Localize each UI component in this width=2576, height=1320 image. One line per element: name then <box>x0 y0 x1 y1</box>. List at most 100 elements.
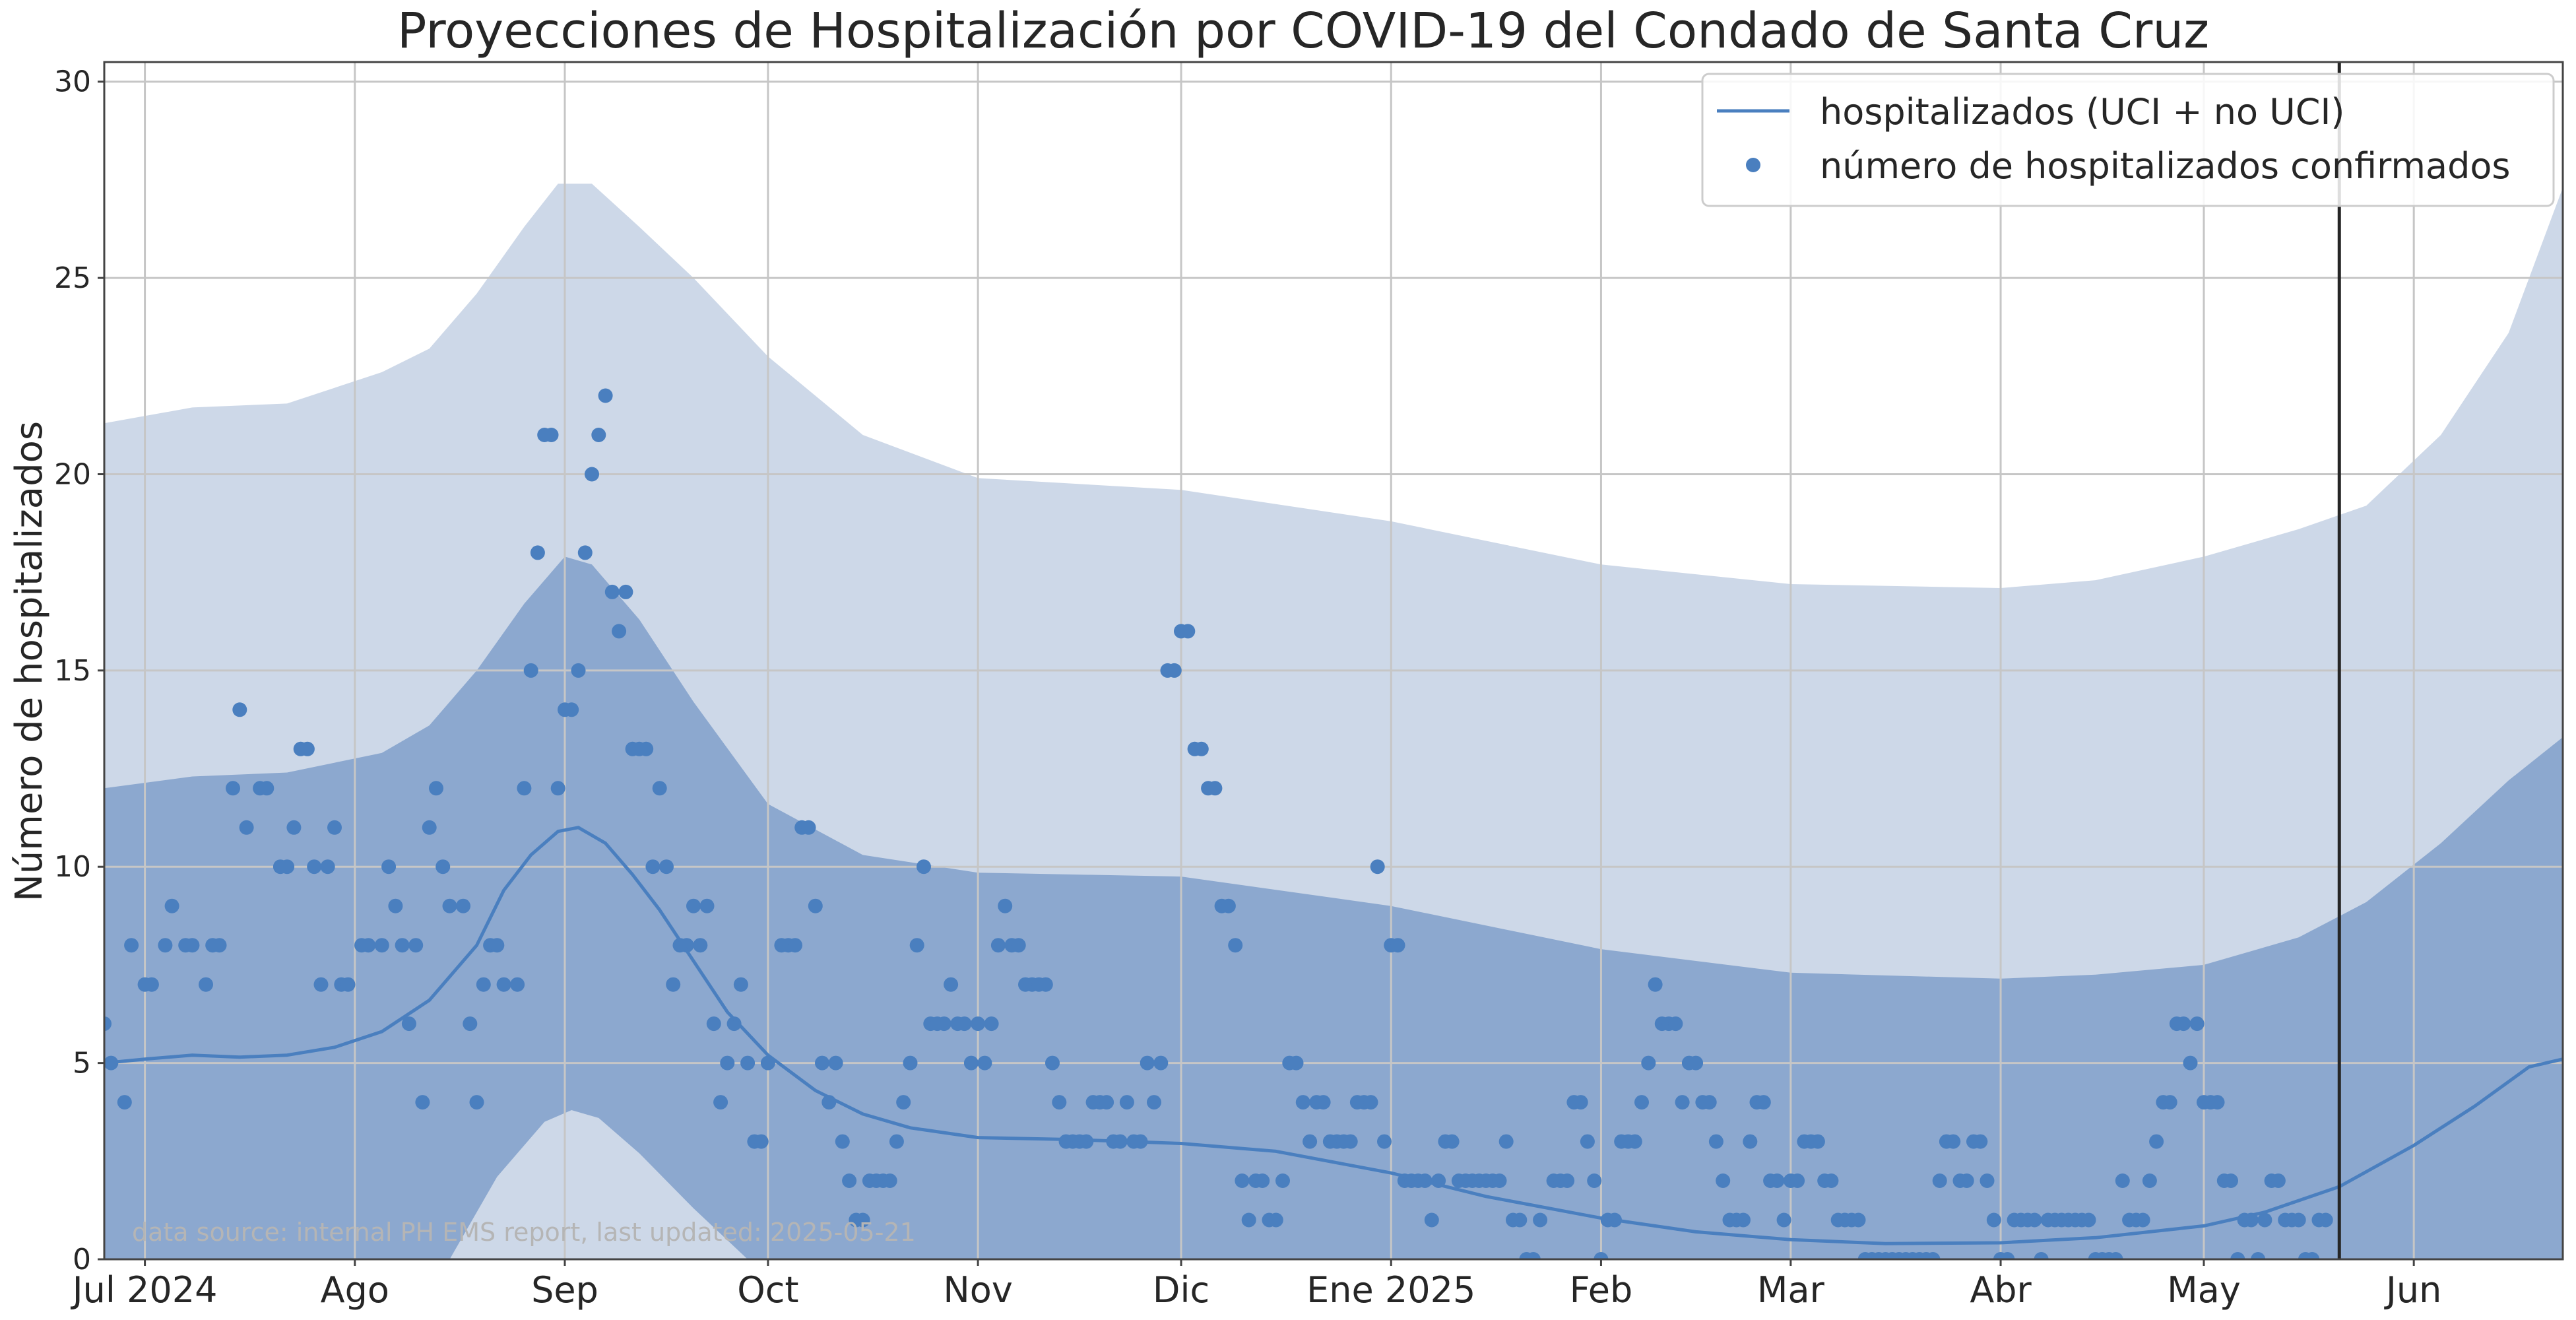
confirmed-data-point <box>239 820 254 835</box>
confirmed-data-point <box>185 938 200 953</box>
confirmed-data-point <box>2081 1212 2096 1228</box>
plot-clip-group <box>104 62 2563 1259</box>
confirmed-data-point <box>963 1055 979 1071</box>
confirmed-data-point <box>571 663 586 678</box>
confirmed-data-point <box>1946 1134 1961 1149</box>
confirmed-data-point <box>1648 977 1663 992</box>
confirmed-data-point <box>388 898 403 913</box>
confirmed-data-point <box>104 1016 112 1032</box>
confirmed-data-point <box>164 898 179 913</box>
confirmed-data-point <box>2257 1212 2272 1228</box>
confirmed-data-point <box>456 898 470 913</box>
confirmed-data-point <box>1241 1212 1256 1228</box>
confirmed-data-point <box>1180 624 1196 639</box>
confirmed-data-point <box>2176 1016 2191 1032</box>
confirmed-data-point <box>374 938 389 953</box>
confirmed-data-point <box>699 898 715 913</box>
confirmed-data-point <box>652 781 667 796</box>
confirmed-data-point <box>1716 1173 1731 1188</box>
confirmed-data-point <box>1316 1095 1331 1110</box>
confirmed-data-point <box>401 1016 416 1032</box>
confirmed-data-point <box>1228 938 1243 953</box>
confirmed-data-point <box>577 545 593 560</box>
x-tick-label: Sep <box>531 1269 598 1311</box>
confirmed-data-point <box>1641 1055 1656 1071</box>
confirmed-data-point <box>1627 1134 1642 1149</box>
x-tick-label: Jul 2024 <box>71 1269 218 1311</box>
confirmed-data-point <box>1167 663 1182 678</box>
confirmed-data-point <box>2027 1212 2042 1228</box>
confirmed-data-point <box>706 1016 721 1032</box>
y-tick-label: 5 <box>73 1047 91 1080</box>
confirmed-data-point <box>726 1016 742 1032</box>
x-tick-label: Dic <box>1153 1269 1209 1311</box>
chart-title: Proyecciones de Hospitalización por COVI… <box>397 3 2209 59</box>
plot-area: 0 5 10 15 20 25 30 Jul 2024 Ago Sep Oct Nov Dic Ene 2… <box>54 61 2564 1311</box>
confirmed-data-point <box>1512 1212 1528 1228</box>
confirmed-data-point <box>1986 1212 2001 1228</box>
confirmed-data-point <box>1675 1095 1690 1110</box>
confirmed-data-point <box>1770 1173 1785 1188</box>
confirmed-data-point <box>232 702 247 717</box>
legend: hospitalizados (UCI + no UCI) número de h… <box>1701 73 2555 207</box>
confirmed-data-point <box>550 781 565 796</box>
confirmed-data-point <box>2149 1134 2164 1149</box>
confirmed-data-point <box>1573 1095 1588 1110</box>
confirmed-data-point <box>1560 1173 1575 1188</box>
confirmed-data-point <box>463 1016 478 1032</box>
confirmed-data-point <box>1038 977 1053 992</box>
confirmed-data-point <box>1743 1134 1758 1149</box>
confirmed-data-point <box>666 977 681 992</box>
confirmed-data-point <box>585 467 599 482</box>
confirmed-data-point <box>1370 859 1385 874</box>
confirmed-data-point <box>1736 1212 1751 1228</box>
confirmed-data-point <box>1668 1016 1683 1032</box>
confirmed-data-point <box>564 702 579 717</box>
x-tick-label: Abr <box>1970 1269 2032 1311</box>
x-tick-label: Feb <box>1570 1269 1633 1311</box>
y-tick-label: 25 <box>54 261 91 295</box>
confirmed-data-point <box>1980 1173 1995 1188</box>
confirmed-data-point <box>2135 1212 2150 1228</box>
y-tick-label: 0 <box>73 1243 91 1276</box>
confirmed-data-point <box>1756 1095 1771 1110</box>
confirmed-data-point <box>1147 1095 1161 1110</box>
confirmed-data-point <box>1289 1055 1304 1071</box>
confirmed-data-point <box>828 1055 843 1071</box>
confirmed-data-point <box>1925 1252 1941 1259</box>
confirmed-data-point <box>2115 1173 2130 1188</box>
confirmed-data-point <box>1343 1134 1358 1149</box>
confirmed-data-point <box>1153 1055 1169 1071</box>
legend-point-swatch <box>1746 158 1760 172</box>
confirmed-data-point <box>659 859 674 874</box>
confirmed-data-point <box>612 624 627 639</box>
confirmed-data-point <box>408 938 424 953</box>
confirmed-data-point <box>259 781 274 796</box>
confirmed-data-point <box>469 1095 484 1110</box>
confirmed-data-point <box>381 859 397 874</box>
confirmed-data-point <box>754 1134 769 1149</box>
confirmed-data-point <box>490 938 505 953</box>
confirmed-data-point <box>591 428 606 442</box>
confirmed-data-point <box>496 977 511 992</box>
y-tick-label: 30 <box>54 65 91 99</box>
confirmed-data-point <box>442 898 457 913</box>
confirmed-data-point <box>639 741 654 756</box>
confirmed-data-point <box>1959 1173 1974 1188</box>
confirmed-data-point <box>957 1016 972 1032</box>
confirmed-data-point <box>998 898 1013 913</box>
confirmed-data-point <box>903 1055 918 1071</box>
data-source-note: data source: internal PH EMS report, las… <box>132 1218 916 1247</box>
confirmed-data-point <box>679 938 694 953</box>
confirmed-data-point <box>1255 1173 1270 1188</box>
confirmed-data-point <box>788 938 802 953</box>
confirmed-data-point <box>226 781 240 796</box>
confirmed-data-point <box>733 977 748 992</box>
confirmed-data-point <box>686 898 701 913</box>
confirmed-data-point <box>1424 1212 1439 1228</box>
projection-line <box>104 826 2563 1245</box>
confirmed-data-point <box>740 1055 756 1071</box>
confirmed-data-point <box>1851 1212 1866 1228</box>
